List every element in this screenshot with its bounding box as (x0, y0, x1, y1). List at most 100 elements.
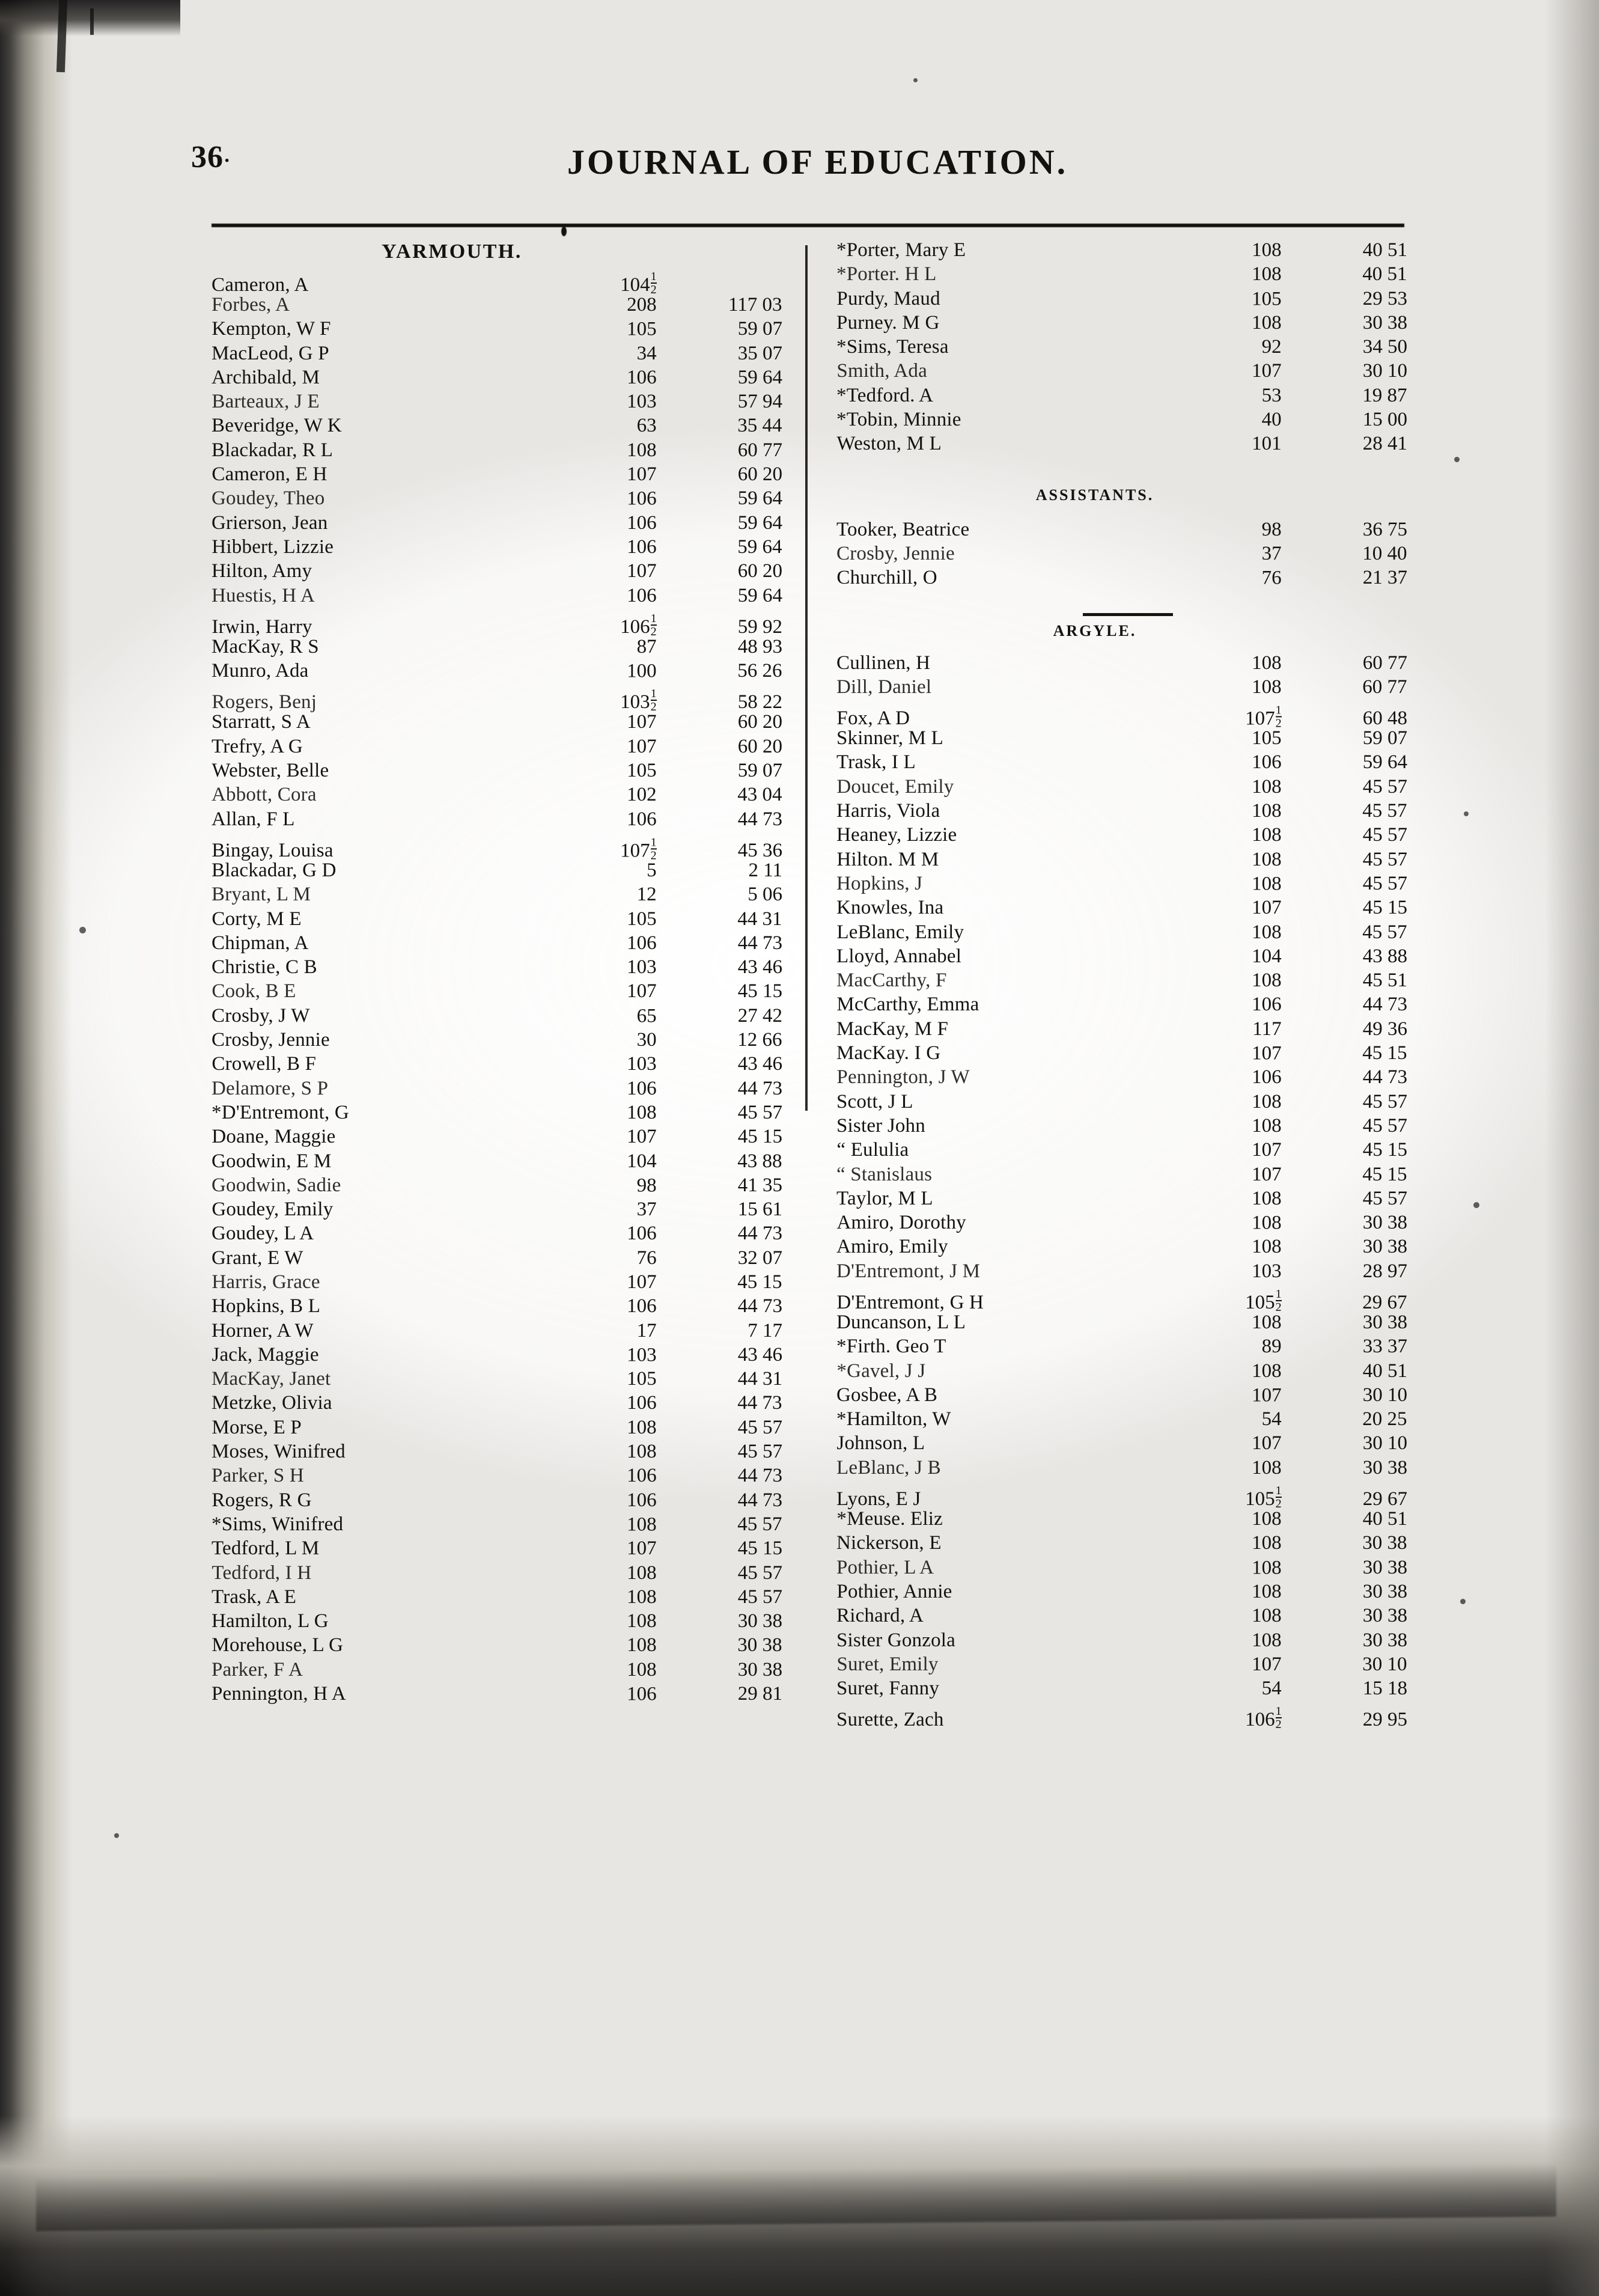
amount-paid-cell: 29 81 (737, 1683, 782, 1705)
table-row: Churchill, O 76 21 37 (836, 568, 1407, 592)
amount-paid-cell: 59 64 (737, 536, 782, 558)
amount-paid-cell: 45 57 (1362, 848, 1407, 870)
days-taught-cell: 107 (1252, 1042, 1282, 1064)
teacher-name-cell: Cullinen, H (836, 652, 931, 674)
teacher-name-cell: Pennington, H A (212, 1683, 346, 1705)
days-taught-cell: 63 (636, 415, 657, 437)
days-taught-cell: 108 (627, 1441, 657, 1463)
amount-paid-cell: 48 93 (737, 635, 782, 658)
table-row: *Tobin, Minnie 40 15 00 (836, 409, 1407, 434)
days-taught-cell: 108 (627, 1634, 657, 1656)
table-row: MacKay, M F 117 49 36 (836, 1019, 1407, 1043)
table-row: Gosbee, A B 107 30 10 (836, 1385, 1407, 1409)
teacher-name-cell: D'Entremont, J M (836, 1260, 981, 1282)
table-row: Christie, C B 103 43 46 (212, 957, 782, 982)
days-taught-cell: 106 (627, 366, 657, 388)
amount-paid-cell: 40 51 (1362, 1360, 1407, 1382)
table-row: MacCarthy, F 108 45 51 (836, 971, 1407, 995)
teacher-name-cell: *Meuse. Eliz (836, 1508, 943, 1530)
days-taught-cell: 108 (1252, 1187, 1282, 1209)
amount-paid-cell: 45 57 (1362, 800, 1407, 822)
teacher-name-cell: Suret, Fanny (836, 1678, 940, 1700)
table-row: Bryant, L M 12 5 06 (212, 885, 782, 909)
teacher-name-cell: Metzke, Olivia (212, 1392, 332, 1414)
days-taught-cell: 105 1 2 (1245, 1287, 1282, 1314)
table-row: Tooker, Beatrice 98 36 75 (836, 519, 1407, 544)
teacher-name-cell: Gosbee, A B (836, 1384, 938, 1406)
amount-paid-cell: 5 06 (748, 884, 782, 906)
table-row: Hopkins, B L 106 44 73 (212, 1296, 782, 1321)
days-taught-cell: 107 (1252, 360, 1282, 382)
amount-paid-cell: 59 64 (737, 511, 782, 534)
days-taught-cell: 108 (1252, 1360, 1282, 1382)
teacher-name-cell: Trask, A E (212, 1586, 297, 1608)
table-row: Tedford, L M 107 45 15 (212, 1539, 782, 1563)
teacher-name-cell: Kempton, W F (212, 318, 331, 340)
amount-paid-cell: 43 46 (737, 956, 782, 979)
table-row: Doane, Maggie 107 45 15 (212, 1127, 782, 1151)
teacher-name-cell: Doane, Maggie (212, 1126, 336, 1148)
days-taught-cell: 105 1 2 (1245, 1484, 1282, 1511)
teacher-name-cell: *Firth. Geo T (836, 1336, 946, 1358)
amount-paid-cell: 30 38 (1362, 1456, 1407, 1479)
teacher-name-cell: Weston, M L (836, 433, 942, 455)
table-row: Purney. M G 108 30 38 (836, 313, 1407, 337)
days-taught-cell: 108 (1252, 311, 1282, 334)
teacher-name-cell: Goudey, Emily (212, 1198, 334, 1221)
days-taught-cell: 37 (636, 1198, 657, 1221)
amount-paid-cell: 45 36 (737, 839, 782, 861)
page-title: JOURNAL OF EDUCATION. (567, 142, 1068, 182)
amount-paid-cell: 44 73 (737, 1465, 782, 1487)
table-row: Crowell, B F 103 43 46 (212, 1054, 782, 1078)
table-row: Purdy, Maud 105 29 53 (836, 289, 1407, 313)
scan-edge-shadow-left (0, 0, 72, 2296)
table-row: Cameron, E H 107 60 20 (212, 464, 782, 489)
days-taught-cell: 108 (1252, 652, 1282, 674)
teacher-name-cell: Huestis, H A (212, 584, 315, 606)
table-row: *Porter. H L 108 40 51 (836, 264, 1407, 289)
days-taught-cell: 107 (1252, 897, 1282, 919)
days-taught-cell: 108 (627, 439, 657, 461)
table-row: Suret, Fanny 54 15 18 (836, 1679, 1407, 1703)
days-taught-cell: 108 (1252, 1090, 1282, 1113)
amount-paid-cell: 15 61 (737, 1198, 782, 1221)
teacher-name-cell: Parker, S H (212, 1465, 304, 1487)
table-row: Johnson, L 107 30 10 (836, 1433, 1407, 1458)
days-taught-cell: 107 (627, 1537, 657, 1560)
days-taught-cell: 107 (1252, 1384, 1282, 1406)
amount-paid-cell: 45 57 (737, 1562, 782, 1584)
amount-paid-cell: 30 38 (1362, 1236, 1407, 1258)
roster-body-argyle: Cullinen, H 108 60 77 Dill, Daniel 108 60 77 F… (836, 653, 1407, 1730)
table-row: Weston, M L 101 28 41 (836, 434, 1407, 458)
table-row: Hopkins, J 108 45 57 (836, 873, 1407, 898)
amount-paid-cell: 49 36 (1362, 1018, 1407, 1040)
amount-paid-cell: 45 15 (737, 1126, 782, 1148)
days-taught-cell: 54 (1261, 1678, 1282, 1700)
days-taught-cell: 76 (636, 1247, 657, 1269)
days-taught-cell: 108 (1252, 800, 1282, 822)
teacher-name-cell: “ Eululia (836, 1139, 909, 1161)
teacher-name-cell: Morse, E P (212, 1416, 302, 1438)
days-taught-cell: 108 (1252, 1456, 1282, 1479)
roster-body-assistants: Tooker, Beatrice 98 36 75 Crosby, Jennie 37 1… (836, 519, 1407, 593)
days-taught-cell: 106 (1252, 994, 1282, 1016)
amount-paid-cell: 60 77 (1362, 652, 1407, 674)
teacher-name-cell: Jack, Maggie (212, 1343, 319, 1366)
teacher-name-cell: “ Stanislaus (836, 1163, 933, 1185)
table-row: Cullinen, H 108 60 77 (836, 653, 1407, 677)
amount-paid-cell: 30 38 (1362, 1556, 1407, 1578)
table-row: Morehouse, L G 108 30 38 (212, 1635, 782, 1659)
amount-paid-cell: 117 03 (728, 294, 782, 316)
table-row: Goodwin, Sadie 98 41 35 (212, 1175, 782, 1200)
amount-paid-cell: 35 44 (737, 415, 782, 437)
header-rule (212, 224, 1404, 236)
amount-paid-cell: 45 57 (1362, 921, 1407, 943)
table-row: MacKay. I G 107 45 15 (836, 1043, 1407, 1067)
days-taught-cell: 108 (1252, 1605, 1282, 1627)
days-taught-cell: 89 (1261, 1336, 1282, 1358)
days-taught-cell: 5 (647, 859, 657, 881)
teacher-name-cell: *Gavel, J J (836, 1360, 926, 1382)
teacher-name-cell: Suret, Emily (836, 1653, 939, 1675)
teacher-name-cell: Archibald, M (212, 366, 320, 388)
